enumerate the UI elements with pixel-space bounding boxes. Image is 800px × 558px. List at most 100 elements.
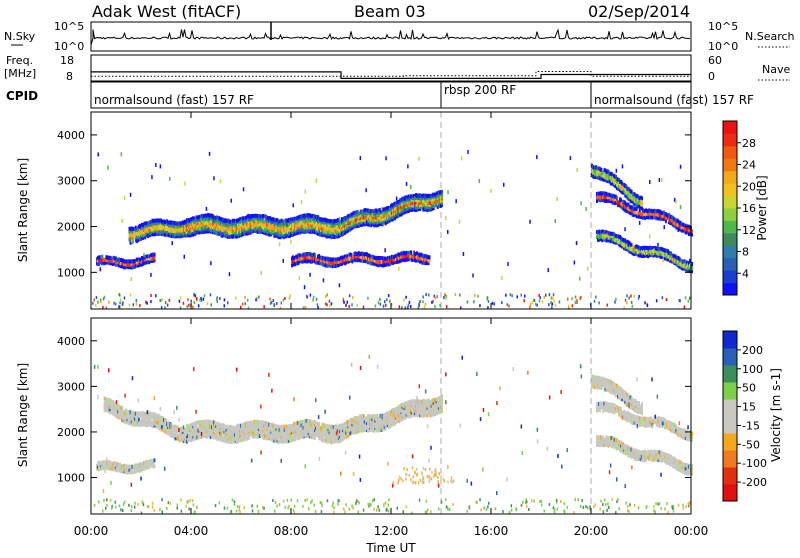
- colorbar-cell: [723, 183, 737, 196]
- nsky-series: [91, 30, 690, 46]
- data-cell: [670, 252, 672, 256]
- clutter-cell: [180, 296, 182, 299]
- clutter-cell: [647, 304, 649, 307]
- y-tick-label: 1000: [57, 266, 85, 279]
- clutter-cell: [539, 300, 541, 303]
- clutter-cell: [410, 305, 412, 308]
- clutter-cell: [331, 302, 333, 305]
- clutter-cell: [656, 299, 658, 302]
- clutter-cell: [405, 296, 407, 299]
- scatter-cell: [398, 267, 400, 271]
- colorbar-cell: [723, 121, 737, 134]
- clutter-cell: [492, 302, 494, 305]
- clutter-cell: [183, 302, 185, 305]
- clutter-cell: [494, 303, 496, 306]
- clutter-cell: [536, 304, 538, 307]
- clutter-cell: [445, 297, 447, 300]
- clutter-cell: [559, 301, 561, 304]
- clutter-cell: [316, 298, 318, 301]
- clutter-cell: [530, 303, 532, 306]
- nsky-tick-bottom: 10^0: [54, 40, 84, 53]
- clutter-cell: [119, 293, 121, 296]
- scatter-cell: [124, 196, 126, 200]
- clutter-cell: [351, 303, 353, 306]
- clutter-cell: [113, 302, 115, 305]
- clutter-cell: [139, 304, 141, 307]
- colorbar-tick-label: 8: [742, 246, 749, 259]
- nsearch-tick-bottom: 10^0: [708, 40, 738, 53]
- clutter-cell: [349, 294, 351, 297]
- clutter-cell: [150, 300, 152, 303]
- power-colorbar-label: Power [dB]: [755, 175, 769, 240]
- clutter-cell: [567, 298, 569, 301]
- data-cell: [683, 223, 685, 227]
- clutter-cell: [187, 305, 189, 308]
- clutter-cell: [273, 299, 275, 302]
- clutter-cell: [666, 298, 668, 301]
- clutter-cell: [124, 297, 126, 300]
- power-ylabel: Slant Range [km]: [16, 158, 30, 262]
- colorbar-tick-label: 4: [742, 267, 749, 280]
- clutter-cell: [136, 299, 138, 302]
- clutter-cell: [115, 303, 117, 306]
- clutter-cell: [119, 301, 121, 304]
- clutter-cell: [385, 304, 387, 307]
- scatter-cell: [150, 273, 152, 277]
- scatter-cell: [501, 276, 503, 280]
- clutter-cell: [363, 306, 365, 309]
- clutter-cell: [510, 293, 512, 296]
- scatter-cell: [423, 207, 425, 211]
- scatter-cell: [293, 203, 295, 207]
- freq-tick-bottom: 8: [66, 70, 73, 83]
- scatter-cell: [384, 248, 386, 252]
- clutter-cell: [689, 297, 691, 300]
- data-cell: [621, 182, 623, 186]
- clutter-cell: [204, 294, 206, 297]
- scatter-cell: [169, 177, 171, 181]
- cpid-panel: CPID normalsound (fast) 157 RF rbsp 200 …: [6, 82, 754, 108]
- scatter-cell: [229, 272, 231, 276]
- data-cell: [318, 422, 320, 426]
- clutter-cell: [505, 294, 507, 297]
- clutter-cell: [423, 295, 425, 298]
- scatter-cell: [664, 225, 666, 229]
- clutter-cell: [524, 295, 526, 298]
- scatter-cell: [641, 200, 643, 204]
- clutter-cell: [203, 298, 205, 301]
- data-cell: [199, 215, 201, 219]
- clutter-cell: [594, 300, 596, 303]
- data-cell: [665, 219, 667, 223]
- clutter-cell: [419, 304, 421, 307]
- colorbar-cell: [723, 146, 737, 159]
- colorbar-tick-label: 20: [742, 180, 756, 193]
- clutter-cell: [571, 297, 573, 300]
- scatter-cell: [121, 219, 123, 223]
- clutter-cell: [92, 302, 94, 305]
- clutter-cell: [191, 300, 193, 303]
- clutter-cell: [150, 294, 152, 297]
- clutter-cell: [255, 298, 256, 301]
- clutter-cell: [216, 298, 218, 301]
- clutter-cell: [274, 303, 276, 306]
- scatter-cell: [143, 253, 145, 257]
- scatter-cell: [680, 205, 682, 209]
- nave-label: Nave: [762, 63, 790, 76]
- data-cell: [161, 425, 163, 429]
- clutter-cell: [160, 299, 162, 302]
- clutter-cell: [247, 299, 249, 302]
- scatter-cell: [209, 152, 211, 156]
- clutter-cell: [258, 296, 260, 299]
- scatter-cell: [689, 259, 691, 263]
- scatter-cell: [576, 168, 578, 172]
- data-cell: [651, 216, 653, 220]
- clutter-cell: [108, 301, 110, 304]
- data-cell: [408, 251, 410, 255]
- clutter-cell: [422, 300, 424, 303]
- clutter-cell: [572, 304, 574, 307]
- data-cell: [300, 420, 302, 424]
- clutter-cell: [97, 301, 99, 304]
- clutter-cell: [540, 296, 542, 299]
- clutter-cell: [459, 294, 461, 297]
